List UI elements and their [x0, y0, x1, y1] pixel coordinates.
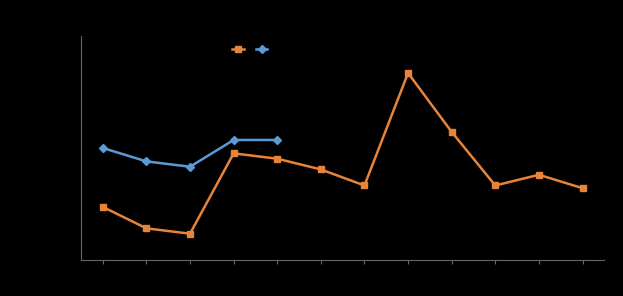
Legend: , : ,	[232, 45, 269, 55]
